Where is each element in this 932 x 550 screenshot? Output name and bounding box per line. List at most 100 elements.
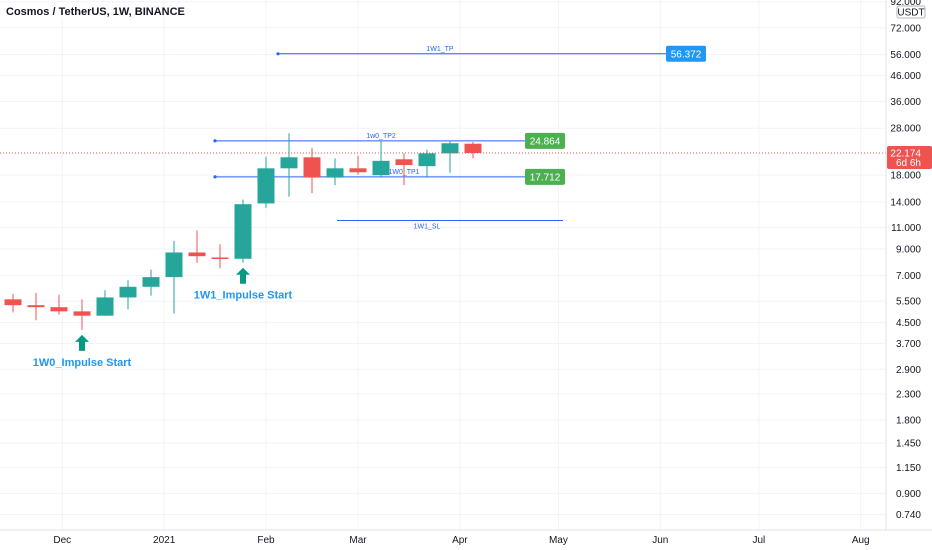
- chart-grid: [0, 0, 886, 530]
- up-arrow-icon: [236, 267, 250, 284]
- time-tick-label: Apr: [452, 535, 468, 546]
- price-tick-label: 1.150: [896, 463, 921, 474]
- time-tick-label: Jul: [752, 535, 765, 546]
- candle: [211, 244, 229, 269]
- candle-body: [441, 143, 459, 154]
- price-tick-label: 0.900: [896, 489, 921, 500]
- candle: [349, 155, 367, 175]
- candle: [4, 293, 22, 313]
- level-price-tag-text: 24.864: [530, 136, 561, 147]
- time-tick-label: Dec: [53, 535, 71, 546]
- candle-body: [372, 160, 390, 176]
- candle-body: [142, 277, 160, 287]
- price-tick-label: 3.700: [896, 339, 921, 350]
- candle-body: [96, 297, 114, 316]
- price-tick-label: 11.000: [891, 223, 921, 234]
- candle: [234, 199, 252, 263]
- price-tick-label: 92.000: [890, 0, 921, 8]
- candle-body: [234, 204, 252, 259]
- price-tick-label: 36.000: [890, 97, 921, 108]
- price-tick-label: 9.000: [896, 244, 921, 255]
- candle-body: [165, 252, 183, 278]
- price-tick-label: 0.740: [896, 510, 921, 521]
- candle-body: [73, 311, 91, 316]
- annotations: 1W0_Impulse Start 1W1_Impulse Start: [33, 267, 293, 369]
- candle-body: [395, 159, 413, 166]
- candle-body: [326, 168, 344, 178]
- candle-body: [257, 168, 275, 204]
- current-price-value: 22.174: [890, 149, 921, 160]
- candle-body: [119, 286, 137, 298]
- symbol-title[interactable]: Cosmos / TetherUS, 1W, BINANCE: [6, 6, 185, 18]
- candle: [27, 292, 45, 321]
- time-tick-label: May: [549, 535, 568, 546]
- level-label: 1W1_TP: [426, 46, 454, 53]
- candle: [441, 141, 459, 173]
- price-tick-label: 56.000: [890, 50, 921, 61]
- price-tick-label: 1.800: [896, 415, 921, 426]
- time-axis: Dec 2021 Feb Mar Apr May Jun Jul Aug: [53, 535, 869, 546]
- price-tick-label: 7.000: [896, 271, 921, 282]
- candle-body: [349, 168, 367, 173]
- candle: [372, 140, 390, 178]
- candle: [464, 141, 482, 159]
- level-price-tag: [525, 168, 565, 185]
- price-tick-label: 2.900: [896, 365, 921, 376]
- candle: [119, 280, 137, 310]
- candle: [395, 153, 413, 186]
- time-tick-label: 2021: [153, 535, 176, 546]
- annotation-label: 1W0_Impulse Start: [33, 357, 132, 369]
- level-price-tag-text: 17.712: [530, 172, 561, 183]
- time-tick-label: Aug: [852, 535, 870, 546]
- price-tick-label: 2.300: [896, 389, 921, 400]
- annotation-label: 1W1_Impulse Start: [194, 290, 293, 302]
- candle: [257, 156, 275, 209]
- candle: [280, 133, 298, 197]
- candle: [50, 294, 68, 315]
- candle-body: [4, 299, 22, 306]
- time-tick-label: Jun: [652, 535, 668, 546]
- candle: [142, 269, 160, 296]
- time-axis-panel[interactable]: [0, 530, 886, 550]
- currency-label: USDT: [897, 8, 924, 19]
- candle-body: [211, 257, 229, 259]
- candle-body: [280, 157, 298, 169]
- level-anchor-dot: [213, 175, 217, 179]
- candle: [303, 147, 321, 194]
- current-price-countdown: 6d 6h: [896, 158, 921, 169]
- level-label: 1W1_SL: [414, 224, 441, 231]
- level-price-tag: [525, 132, 565, 149]
- level-label: 1w0_TP2: [366, 133, 396, 140]
- price-tick-label: 28.000: [890, 124, 921, 135]
- candle-body: [27, 305, 45, 308]
- level-price-tag: [666, 45, 706, 62]
- candle-body: [303, 157, 321, 178]
- candle: [96, 290, 114, 316]
- price-tick-label: 1.450: [896, 438, 921, 449]
- candle: [188, 230, 206, 263]
- time-tick-label: Feb: [257, 535, 275, 546]
- time-tick-label: Mar: [349, 535, 367, 546]
- candle-body: [50, 307, 68, 312]
- level-anchor-dot: [213, 139, 217, 143]
- candle: [326, 158, 344, 186]
- candle: [418, 149, 436, 178]
- up-arrow-icon: [75, 334, 89, 351]
- price-axis: 92.000 72.000 56.000 46.000 36.000 28.000 18.0…: [890, 0, 921, 521]
- price-tick-label: 72.000: [890, 23, 921, 34]
- candle-body: [464, 143, 482, 154]
- candle: [73, 299, 91, 330]
- price-tick-label: 14.000: [890, 197, 921, 208]
- current-price-tag: [887, 146, 932, 169]
- price-tick-label: 5.500: [896, 297, 921, 308]
- price-tick-label: 4.500: [896, 318, 921, 329]
- price-axis-panel[interactable]: [886, 0, 932, 530]
- candles: [4, 133, 482, 330]
- candle: [165, 240, 183, 314]
- level-anchor-dot: [276, 52, 280, 56]
- currency-badge[interactable]: [896, 5, 926, 19]
- price-tick-label: 18.000: [890, 171, 921, 182]
